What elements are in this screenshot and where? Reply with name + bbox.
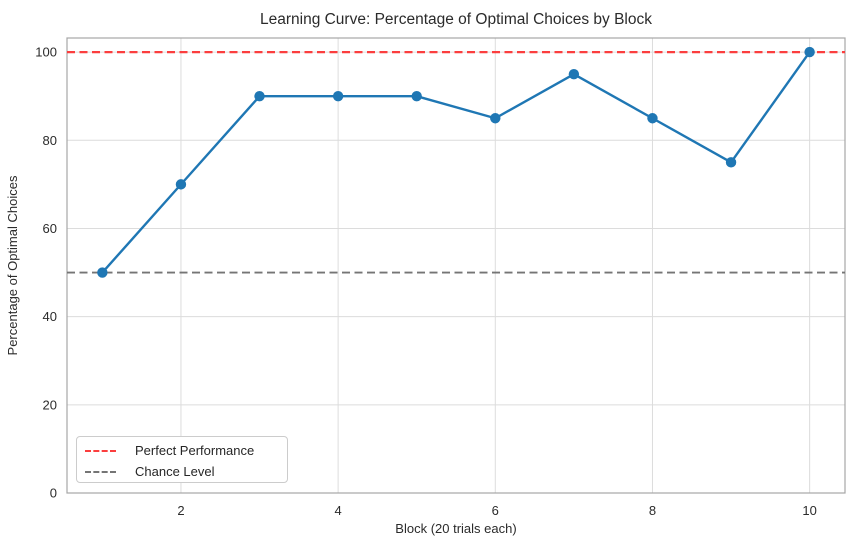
axes-border [66,37,846,494]
data-point-block-7 [568,68,580,80]
y-tick-label-20: 20 [43,397,57,412]
y-tick-label-80: 80 [43,133,57,148]
x-tick-label-8: 8 [649,503,656,518]
data-point-block-8 [647,113,658,124]
legend: Perfect Performance Chance Level [76,436,288,483]
y-tick-label-40: 40 [43,309,57,324]
legend-label-perfect-performance: Perfect Performance [135,443,255,458]
data-point-block-10 [804,46,815,58]
data-point-block-3 [254,90,265,102]
y-tick-label-0: 0 [50,486,57,501]
data-series [97,46,815,278]
x-tick-label-2: 2 [177,503,184,518]
chart-title: Learning Curve: Percentage of Optimal Ch… [260,11,652,28]
red-dashed-line-sample [85,449,116,452]
x-tick-label-6: 6 [492,503,499,518]
data-point-block-5 [411,90,422,102]
legend-label-chance-level: Chance Level [135,464,215,479]
y-axis-label: Percentage of Optimal Choices [5,175,20,355]
x-axis-label: Block (20 trials each) [395,521,516,536]
x-tick-label-10: 10 [802,503,816,518]
data-point-block-1 [97,267,108,278]
legend-item-perfect-performance: Perfect Performance [77,440,287,461]
data-point-block-9 [725,157,737,168]
data-point-block-6 [490,113,501,124]
legend-item-chance-level: Chance Level [77,461,287,482]
data-point-block-2 [175,179,187,190]
tick-labels: 0 20 40 60 80 100 2 4 6 8 10 [35,45,817,518]
gray-dashed-line-sample [85,470,116,473]
x-tick-label-4: 4 [335,503,342,518]
series-line [101,50,811,274]
y-tick-label-60: 60 [43,221,57,236]
data-point-block-4 [332,90,344,102]
y-tick-label-100: 100 [35,45,57,60]
reference-lines [67,51,845,274]
